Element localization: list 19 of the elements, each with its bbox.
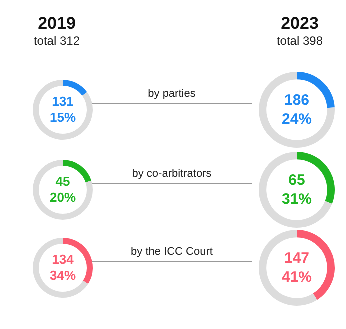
text: by parties (147, 88, 197, 100)
text: 134 (52, 252, 75, 267)
text: 31% (282, 190, 312, 208)
text: 15% (50, 110, 76, 126)
text: 147 (284, 250, 310, 268)
text: 65 (288, 172, 306, 190)
chart-title: 2019 (37, 14, 77, 34)
text: 41% (282, 268, 312, 286)
text: 186 (284, 92, 310, 110)
chart-title: 2023 (280, 14, 320, 34)
text: 34% (50, 268, 76, 284)
text: 45 (56, 174, 70, 189)
text: 20% (50, 190, 76, 206)
text: 131 (52, 94, 74, 109)
text: by the ICC Court (130, 246, 214, 258)
chart-subtitle: total 398 (276, 34, 324, 48)
text: by co-arbitrators (131, 168, 213, 180)
chart-subtitle: total 312 (32, 34, 82, 48)
text: 24% (282, 110, 312, 128)
